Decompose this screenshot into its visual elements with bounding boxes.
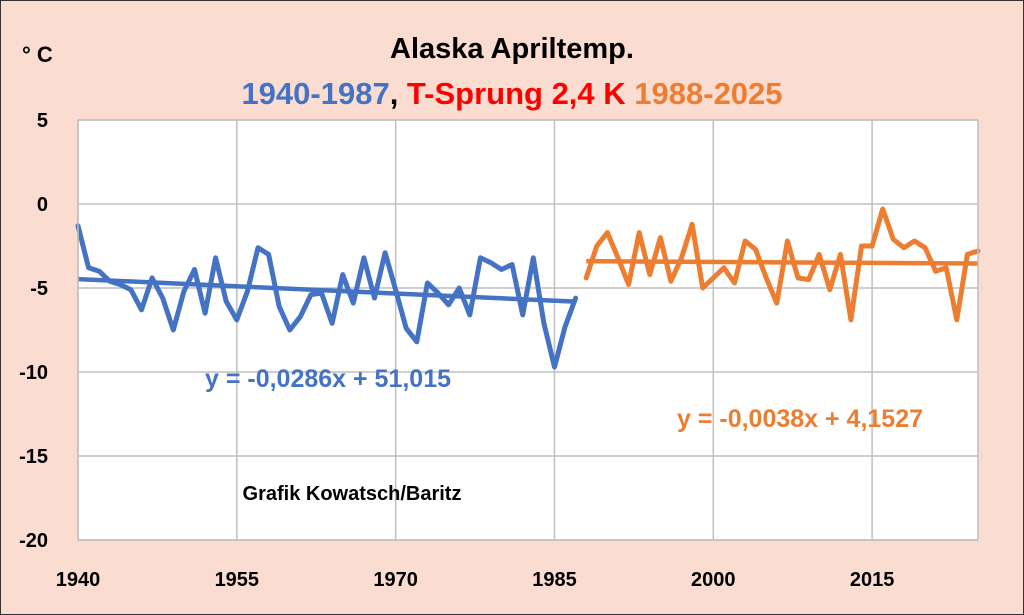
- tick-labels: 5 0 -5 -10 -15 -20 1940 1955 1970 1985 2000 2015: [19, 110, 894, 591]
- trend-equation-2025: y = -0,0038x + 4,1527: [677, 405, 923, 433]
- subtitle-separator: ,: [390, 76, 407, 111]
- y-tick-label: -5: [30, 278, 48, 300]
- x-tick-label: 1955: [215, 569, 260, 591]
- source-credit: Grafik Kowatsch/Baritz: [243, 483, 462, 505]
- x-tick-label: 1985: [532, 569, 577, 591]
- series-lines: [75, 206, 981, 370]
- subtitle-period-1: 1940-1987: [241, 76, 389, 111]
- series-line-1: [583, 206, 981, 323]
- x-tick-label: 1970: [373, 569, 418, 591]
- y-tick-label: -10: [19, 362, 48, 384]
- y-tick-label: 5: [37, 110, 48, 132]
- chart-subtitle: 1940-1987, T-Sprung 2,4 K 1988-2025: [241, 76, 782, 111]
- subtitle-period-2: 1988-2025: [626, 76, 783, 111]
- series-line-0: [75, 223, 579, 370]
- subtitle-jump: T-Sprung 2,4 K: [407, 76, 626, 111]
- trend-lines: [77, 258, 979, 304]
- y-tick-label: -15: [19, 446, 48, 468]
- y-tick-label: 0: [37, 194, 48, 216]
- chart-title: Alaska Apriltemp.: [390, 33, 634, 65]
- trend-equation-1987: y = -0,0286x + 51,015: [205, 365, 451, 393]
- y-tick-label: -20: [19, 530, 48, 552]
- y-axis-unit-label: ° C: [22, 42, 53, 67]
- trend-line-0: [77, 276, 576, 304]
- trend-line-1: [586, 258, 979, 266]
- x-tick-label: 1940: [56, 569, 101, 591]
- x-tick-label: 2000: [691, 569, 736, 591]
- plot-area: [78, 120, 978, 540]
- plot-border: [77, 119, 979, 541]
- x-tick-label: 2015: [850, 569, 895, 591]
